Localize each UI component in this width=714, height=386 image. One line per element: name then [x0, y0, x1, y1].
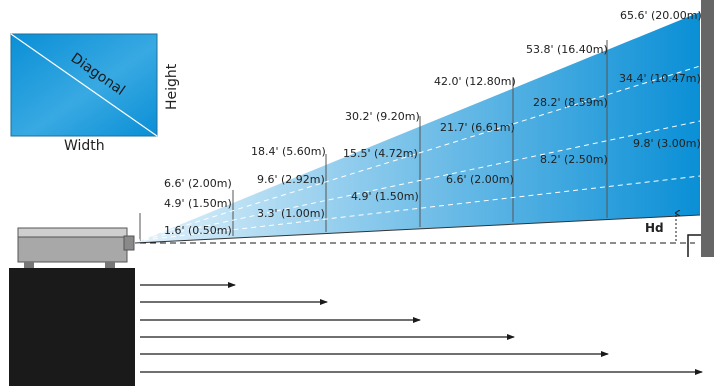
height-label: 4.9' (1.50m): [351, 190, 419, 203]
projector-stand: [9, 268, 135, 386]
height-labels: 1.6' (0.50m) 3.3' (1.00m) 4.9' (1.50m) 6…: [164, 137, 701, 237]
width-label: 34.4' (10.47m): [619, 72, 701, 85]
diagonal-label: 65.6' (20.00m): [620, 9, 702, 22]
hd-bracket: [687, 234, 701, 257]
diagonal-label: 53.8' (16.40m): [526, 43, 608, 56]
width-labels: 4.9' (1.50m) 9.6' (2.92m) 15.5' (4.72m) …: [164, 72, 701, 210]
width-label: 4.9' (1.50m): [164, 197, 232, 210]
diagonal-label: 42.0' (12.80m): [434, 75, 516, 88]
distance-arrows: [140, 282, 703, 375]
height-label: 9.8' (3.00m): [633, 137, 701, 150]
guide-line-width: [134, 120, 701, 242]
width-label: 15.5' (4.72m): [343, 147, 418, 160]
height-label: 1.6' (0.50m): [164, 224, 232, 237]
legend-height-label: Height: [164, 63, 180, 110]
diagonal-labels: 6.6' (2.00m) 18.4' (5.60m) 30.2' (9.20m)…: [164, 9, 702, 190]
projector: [17, 227, 135, 268]
wall: [701, 0, 714, 257]
projector-lens: [123, 235, 135, 251]
diagonal-label: 30.2' (9.20m): [345, 110, 420, 123]
height-label: 8.2' (2.50m): [540, 153, 608, 166]
width-label: 9.6' (2.92m): [257, 173, 325, 186]
diagonal-label: 6.6' (2.00m): [164, 177, 232, 190]
guide-line-height: [134, 175, 701, 242]
screen-legend: Diagonal Height Width: [10, 33, 180, 154]
height-label: 3.3' (1.00m): [257, 207, 325, 220]
beam-bottom-edge: [134, 214, 701, 244]
width-label: 28.2' (8.59m): [533, 96, 608, 109]
projector-foot-right: [105, 262, 115, 268]
width-label: 21.7' (6.61m): [440, 121, 515, 134]
hd-label: Hd: [645, 221, 664, 235]
height-label: 6.6' (2.00m): [446, 173, 514, 186]
projection-beam: [135, 12, 700, 243]
legend-width-label: Width: [64, 138, 105, 154]
diagonal-label: 18.4' (5.60m): [251, 145, 326, 158]
legend-diagonal-line: [10, 33, 158, 137]
beam-guide-lines: [134, 65, 701, 242]
projector-foot-left: [24, 262, 34, 268]
projector-top: [17, 227, 128, 238]
